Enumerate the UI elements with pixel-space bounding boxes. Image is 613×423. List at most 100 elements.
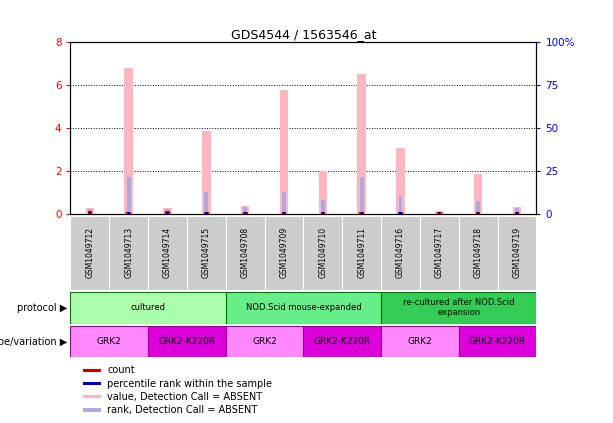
Text: percentile rank within the sample: percentile rank within the sample [107,379,272,389]
Bar [226,326,303,357]
Text: GSM1049710: GSM1049710 [318,227,327,278]
Bar [241,206,249,214]
Bar [474,174,482,214]
Bar [515,208,519,214]
Bar [244,212,246,214]
Bar [512,207,521,214]
Text: GSM1049713: GSM1049713 [124,227,133,278]
Text: genotype/variation ▶: genotype/variation ▶ [0,337,67,346]
Bar [202,131,211,214]
Bar [282,192,286,214]
Bar [515,212,519,214]
Bar [459,326,536,357]
Text: GRK2: GRK2 [408,337,432,346]
Text: GSM1049719: GSM1049719 [512,227,522,278]
Text: GRK2-K220R: GRK2-K220R [314,337,371,346]
Text: GRK2-K220R: GRK2-K220R [158,337,216,346]
Bar [128,212,130,214]
Text: cultured: cultured [131,303,166,312]
Bar [359,212,364,214]
Bar [322,212,324,214]
Bar [498,216,536,290]
Bar [381,216,420,290]
Text: protocol ▶: protocol ▶ [17,303,67,313]
Text: GRK2-K220R: GRK2-K220R [469,337,526,346]
Text: GRK2: GRK2 [252,337,277,346]
Bar [83,382,101,385]
Text: GSM1049715: GSM1049715 [202,227,211,278]
Text: GSM1049718: GSM1049718 [474,227,482,278]
Bar [438,212,441,214]
Bar [127,177,131,214]
Bar [303,216,342,290]
Bar [166,209,169,214]
Bar [516,212,518,214]
Text: value, Detection Call = ABSENT: value, Detection Call = ABSENT [107,392,262,402]
Bar [459,216,498,290]
Bar [360,212,363,214]
Bar [83,395,101,398]
Bar [360,177,364,214]
Title: GDS4544 / 1563546_at: GDS4544 / 1563546_at [230,28,376,41]
Bar [86,208,94,214]
Bar [280,91,288,214]
Bar [437,212,441,214]
Bar [319,171,327,214]
Bar [321,200,325,214]
Bar [205,192,208,214]
Bar [88,209,92,214]
Bar [357,74,366,214]
Bar [166,211,170,214]
Bar [476,212,481,214]
Bar [399,212,402,214]
Text: rank, Detection Call = ABSENT: rank, Detection Call = ABSENT [107,405,257,415]
Bar [435,212,444,214]
Text: GSM1049712: GSM1049712 [85,227,94,278]
Bar [396,148,405,214]
Text: re-cultured after NOD.Scid
expansion: re-cultured after NOD.Scid expansion [403,298,514,317]
Bar [89,212,91,214]
Text: GSM1049709: GSM1049709 [280,227,289,278]
Bar [342,216,381,290]
Bar [124,68,133,214]
Bar [477,212,479,214]
Bar [226,292,381,324]
Bar [83,408,101,412]
Text: GRK2: GRK2 [97,337,122,346]
Bar [303,326,381,357]
Bar [109,216,148,290]
Bar [70,216,109,290]
Bar [438,212,441,214]
Bar [204,212,208,214]
Text: GSM1049717: GSM1049717 [435,227,444,278]
Bar [321,212,325,214]
Bar [148,216,187,290]
Bar [88,211,92,214]
Bar [381,292,536,324]
Text: GSM1049708: GSM1049708 [241,227,249,278]
Bar [226,216,265,290]
Bar [70,326,148,357]
Bar [476,201,480,214]
Bar [187,216,226,290]
Bar [381,326,459,357]
Text: count: count [107,365,135,375]
Text: GSM1049711: GSM1049711 [357,227,366,278]
Bar [70,292,226,324]
Text: NOD.Scid mouse-expanded: NOD.Scid mouse-expanded [246,303,361,312]
Bar [243,212,248,214]
Bar [166,212,169,214]
Bar [398,212,403,214]
Bar [282,212,286,214]
Bar [163,208,172,214]
Bar [83,369,101,372]
Bar [243,207,247,214]
Bar [265,216,303,290]
Bar [420,216,459,290]
Text: GSM1049714: GSM1049714 [163,227,172,278]
Bar [148,326,226,357]
Bar [126,212,131,214]
Text: GSM1049716: GSM1049716 [396,227,405,278]
Bar [205,212,208,214]
Bar [283,212,285,214]
